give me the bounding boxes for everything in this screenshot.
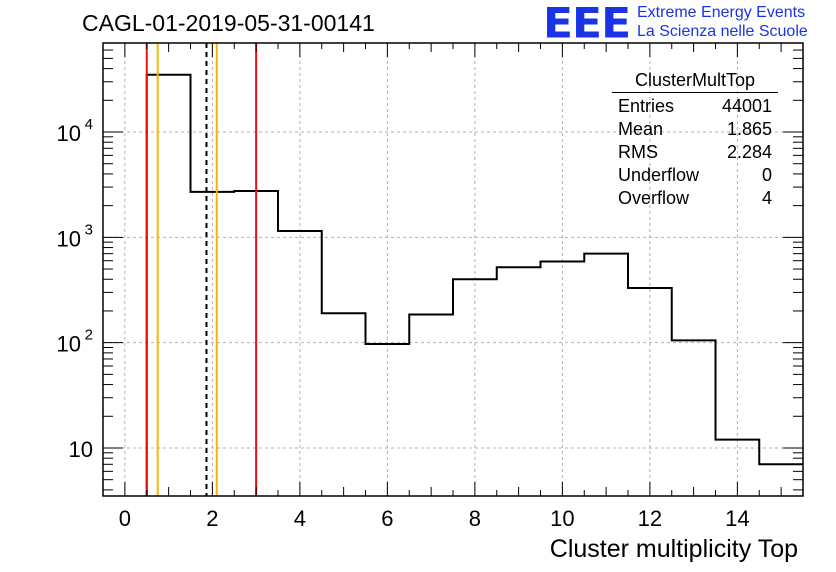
x-tick-label: 14 bbox=[725, 506, 749, 531]
stats-value: 2.284 bbox=[726, 142, 772, 162]
y-tick-label: 10 bbox=[57, 121, 81, 146]
stats-title: ClusterMultTop bbox=[612, 70, 778, 93]
stats-label: Entries bbox=[618, 96, 675, 116]
x-tick-label: 10 bbox=[550, 506, 574, 531]
y-tick-label: 10 bbox=[69, 437, 93, 462]
stats-label: Underflow bbox=[618, 165, 700, 185]
stats-label: Mean bbox=[618, 119, 664, 139]
logo-tagline-2: La Scienza nelle Scuole bbox=[637, 23, 808, 40]
x-tick-label: 4 bbox=[294, 506, 306, 531]
stats-label: RMS bbox=[618, 142, 658, 162]
stats-row-rms: RMS 2.284 bbox=[612, 142, 778, 165]
stats-label: Overflow bbox=[618, 188, 690, 208]
stats-value: 0 bbox=[761, 165, 772, 185]
y-tick-exponent: 3 bbox=[85, 221, 93, 238]
x-tick-label: 6 bbox=[381, 506, 393, 531]
x-tick-label: 8 bbox=[469, 506, 481, 531]
x-tick-label: 12 bbox=[638, 506, 662, 531]
y-tick-label: 10 bbox=[57, 226, 81, 251]
stats-value: 4 bbox=[761, 188, 772, 208]
stats-row-entries: Entries 44001 bbox=[612, 96, 778, 119]
stats-row-underflow: Underflow 0 bbox=[612, 165, 778, 188]
histogram-series bbox=[145, 73, 803, 496]
y-tick-exponent: 2 bbox=[85, 327, 93, 344]
eee-logo: EEE bbox=[543, 0, 631, 48]
y-tick-exponent: 4 bbox=[85, 116, 93, 133]
stats-box: ClusterMultTop Entries 44001 Mean 1.865 … bbox=[612, 70, 778, 211]
x-tick-label: 0 bbox=[119, 506, 131, 531]
chart-title: CAGL-01-2019-05-31-00141 bbox=[82, 10, 375, 36]
x-tick-label: 2 bbox=[206, 506, 218, 531]
y-tick-label: 10 bbox=[57, 332, 81, 357]
stats-value: 1.865 bbox=[726, 119, 772, 139]
stats-row-overflow: Overflow 4 bbox=[612, 188, 778, 211]
stats-row-mean: Mean 1.865 bbox=[612, 119, 778, 142]
logo-tagline-1: Extreme Energy Events bbox=[637, 4, 806, 21]
stats-value: 44001 bbox=[721, 96, 772, 116]
x-axis-label: Cluster multiplicity Top bbox=[549, 535, 798, 563]
